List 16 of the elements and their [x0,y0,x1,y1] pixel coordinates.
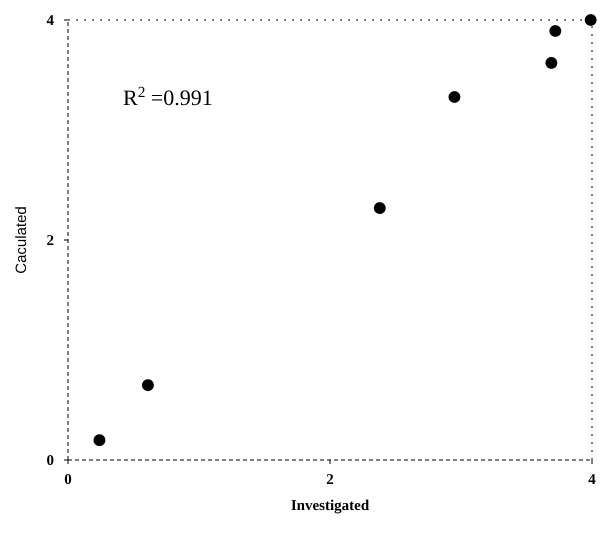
point [549,25,562,37]
y-axis-title: Caculated [13,206,30,274]
x-axis-title: Investigated [290,498,370,514]
y-tick-label: 2 [46,233,54,249]
x-tick-label: 2 [326,472,334,488]
point [374,202,386,214]
point [94,434,106,446]
x-tick-label: 4 [588,472,596,488]
point [584,14,597,26]
point [545,56,558,69]
point [142,379,154,392]
x-tick-label: 0 [64,472,72,488]
point [448,91,460,103]
y-tick-label: 4 [46,13,54,29]
annotation: R$^{2}$ =0.991 [123,84,213,110]
y-tick-label: 0 [46,453,54,469]
